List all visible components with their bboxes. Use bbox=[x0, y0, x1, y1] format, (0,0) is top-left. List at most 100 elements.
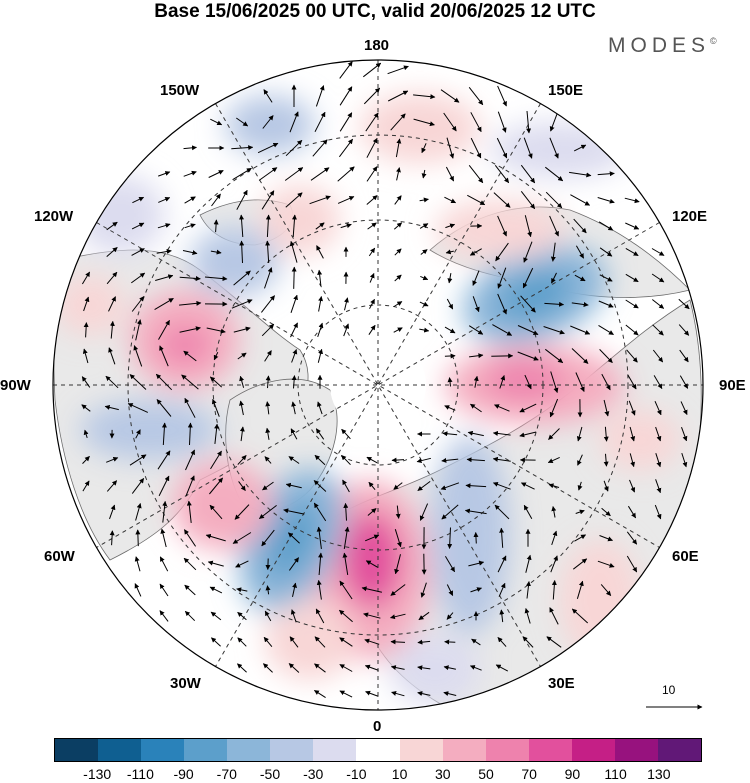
wind-arrow bbox=[626, 555, 638, 573]
wind-arrow bbox=[468, 164, 484, 184]
wind-arrow bbox=[655, 479, 662, 494]
wind-arrow bbox=[366, 166, 378, 182]
wind-arrow bbox=[492, 456, 511, 462]
map-disc bbox=[53, 60, 703, 710]
wind-arrow bbox=[524, 374, 532, 390]
pole-cap bbox=[330, 337, 426, 433]
wind-arrow bbox=[417, 665, 431, 671]
wind-arrow bbox=[289, 636, 299, 648]
wind-arrow bbox=[135, 529, 141, 547]
wind-arrow bbox=[314, 454, 326, 466]
wind-arrow bbox=[239, 375, 245, 388]
wind-arrow bbox=[654, 400, 662, 416]
wind-arrow bbox=[159, 345, 169, 367]
wind-arrow bbox=[395, 138, 402, 158]
wind-arrow bbox=[184, 223, 196, 229]
wind-arrow bbox=[185, 475, 195, 497]
wind-arrow bbox=[156, 399, 172, 417]
wind-arrow bbox=[135, 319, 142, 341]
wind-arrow bbox=[157, 223, 171, 229]
wind-arrow bbox=[211, 193, 221, 207]
wind-arrow bbox=[183, 145, 197, 151]
wind-arrow bbox=[394, 248, 402, 256]
wind-arrow bbox=[391, 691, 405, 697]
wind-arrow bbox=[265, 427, 271, 440]
wind-arrow bbox=[105, 375, 119, 389]
wind-arrow bbox=[551, 506, 557, 518]
wind-arrow bbox=[467, 430, 484, 437]
wind-arrow bbox=[393, 301, 403, 307]
wind-arrow bbox=[678, 324, 690, 336]
wind-arrow bbox=[446, 612, 454, 620]
wind-arrow bbox=[210, 118, 223, 126]
colorbar-swatch bbox=[657, 739, 701, 761]
wind-arrow bbox=[550, 555, 558, 573]
wind-arrow bbox=[469, 403, 482, 413]
wind-arrow bbox=[625, 299, 639, 309]
wind-arrow bbox=[239, 214, 245, 238]
wind-arrow bbox=[313, 502, 327, 522]
wind-arrow bbox=[603, 426, 609, 442]
wind-arrow bbox=[472, 296, 480, 313]
wind-arrow bbox=[317, 348, 324, 363]
wind-arrow bbox=[131, 248, 145, 256]
wind-arrow bbox=[468, 325, 484, 335]
brand-logo: MODES© bbox=[608, 34, 717, 57]
wind-arrow bbox=[440, 482, 460, 491]
wind-arrow bbox=[441, 504, 459, 520]
wind-arrow bbox=[499, 375, 506, 389]
wind-arrow bbox=[264, 610, 272, 622]
wind-arrow bbox=[444, 196, 457, 204]
wind-arrow bbox=[209, 586, 223, 594]
wind-arrow bbox=[473, 532, 479, 544]
wind-arrow bbox=[413, 94, 436, 100]
wind-arrow bbox=[231, 299, 253, 309]
colorbar-swatch bbox=[442, 739, 486, 761]
wind-arrow bbox=[239, 426, 245, 442]
wind-arrow bbox=[420, 249, 428, 255]
wind-arrow bbox=[187, 422, 193, 446]
wind-arrow bbox=[390, 665, 405, 670]
wind-arrow bbox=[498, 582, 506, 597]
wind-arrow bbox=[158, 475, 170, 497]
wind-arrow bbox=[497, 293, 507, 315]
wind-arrow bbox=[313, 689, 326, 699]
wind-arrow bbox=[292, 582, 297, 598]
lon-label-90e: 90E bbox=[719, 377, 746, 394]
wind-arrow bbox=[494, 164, 510, 184]
wind-arrow bbox=[82, 480, 90, 492]
wind-arrow bbox=[159, 556, 169, 572]
colorbar-swatch bbox=[356, 739, 400, 761]
wind-arrow bbox=[419, 327, 430, 333]
wind-arrow bbox=[393, 482, 403, 490]
wind-arrow bbox=[600, 584, 612, 596]
wind-arrow bbox=[213, 351, 219, 361]
wind-arrow bbox=[446, 584, 454, 596]
wind-arrow bbox=[182, 250, 198, 256]
wind-arrow bbox=[466, 457, 485, 463]
wind-arrow bbox=[366, 137, 378, 158]
wind-arrow bbox=[259, 505, 277, 519]
wind-arrow bbox=[629, 426, 636, 442]
wind-arrow bbox=[445, 223, 456, 229]
wind-arrow bbox=[525, 554, 532, 573]
wind-arrow bbox=[497, 85, 507, 107]
wind-arrow bbox=[313, 480, 327, 492]
wind-arrow bbox=[473, 375, 479, 388]
wind-arrow bbox=[133, 345, 143, 367]
wind-arrow bbox=[517, 325, 539, 335]
wind-arrow bbox=[209, 376, 223, 388]
wind-arrow bbox=[497, 555, 507, 573]
wind-arrow bbox=[573, 218, 587, 234]
wind-arrow bbox=[368, 247, 376, 257]
wind-arrow bbox=[655, 453, 662, 468]
wind-arrow bbox=[213, 219, 219, 233]
wind-arrow bbox=[497, 111, 507, 133]
wind-arrow bbox=[156, 249, 172, 254]
colorbar-tick-label: -10 bbox=[346, 766, 367, 782]
wind-arrow bbox=[627, 374, 637, 390]
wind-arrow bbox=[288, 532, 300, 544]
wind-arrow bbox=[525, 581, 531, 599]
wind-arrow bbox=[492, 324, 513, 336]
wind-arrow bbox=[597, 171, 615, 177]
